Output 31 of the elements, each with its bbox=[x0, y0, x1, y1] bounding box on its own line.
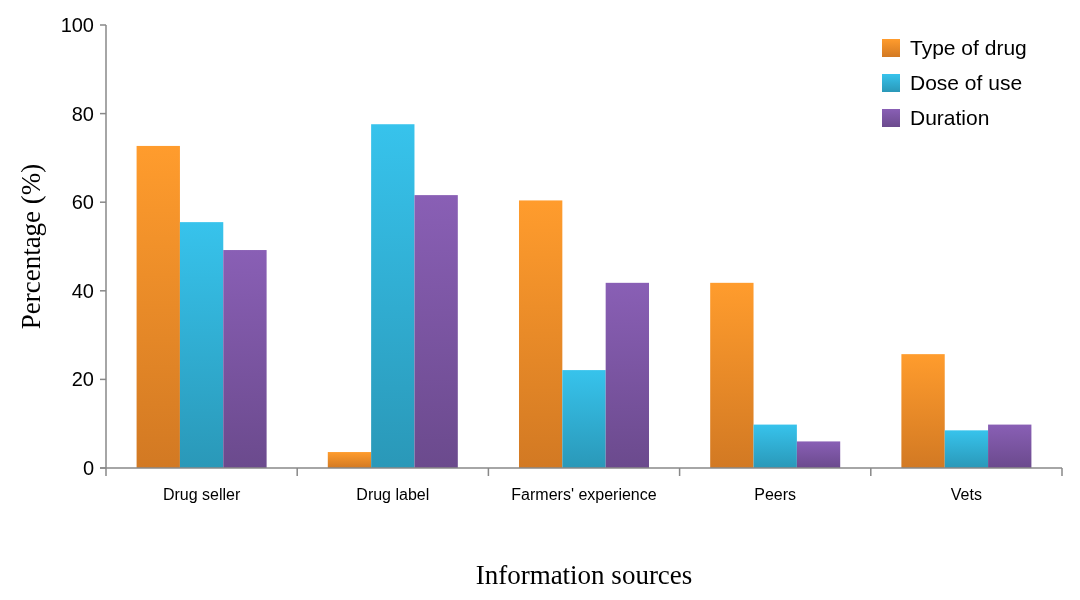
bar bbox=[371, 124, 415, 468]
x-axis-title: Information sources bbox=[475, 560, 693, 590]
x-tick-label: Drug seller bbox=[162, 486, 241, 503]
bar bbox=[562, 370, 606, 468]
bar bbox=[796, 441, 841, 468]
bar bbox=[136, 145, 180, 468]
y-tick-label: 40 bbox=[71, 279, 94, 302]
bar bbox=[223, 250, 267, 468]
x-tick-label: Peers bbox=[754, 486, 797, 503]
y-tick-label: 20 bbox=[71, 368, 94, 391]
y-tick-label: 0 bbox=[82, 457, 94, 479]
bar bbox=[944, 430, 989, 468]
bar bbox=[179, 222, 224, 468]
x-tick-label: Vets bbox=[950, 486, 982, 503]
bar bbox=[605, 282, 650, 468]
legend-label: Type of drug bbox=[910, 36, 1027, 60]
x-tick-label: Drug label bbox=[356, 486, 430, 503]
legend-label: Duration bbox=[910, 106, 990, 130]
bar bbox=[753, 424, 797, 468]
y-tick-label: 100 bbox=[60, 14, 94, 36]
x-tick-label: Farmers' experience bbox=[511, 486, 657, 503]
bar bbox=[414, 195, 458, 468]
legend-label: Dose of use bbox=[910, 71, 1023, 95]
bar bbox=[710, 282, 754, 468]
bar bbox=[327, 452, 372, 468]
y-axis-title: Percentage (%) bbox=[16, 163, 46, 330]
y-tick-label: 60 bbox=[71, 191, 94, 214]
bar bbox=[988, 424, 1032, 468]
bar bbox=[518, 200, 563, 468]
y-tick-label: 80 bbox=[71, 102, 94, 125]
bar bbox=[901, 354, 945, 468]
